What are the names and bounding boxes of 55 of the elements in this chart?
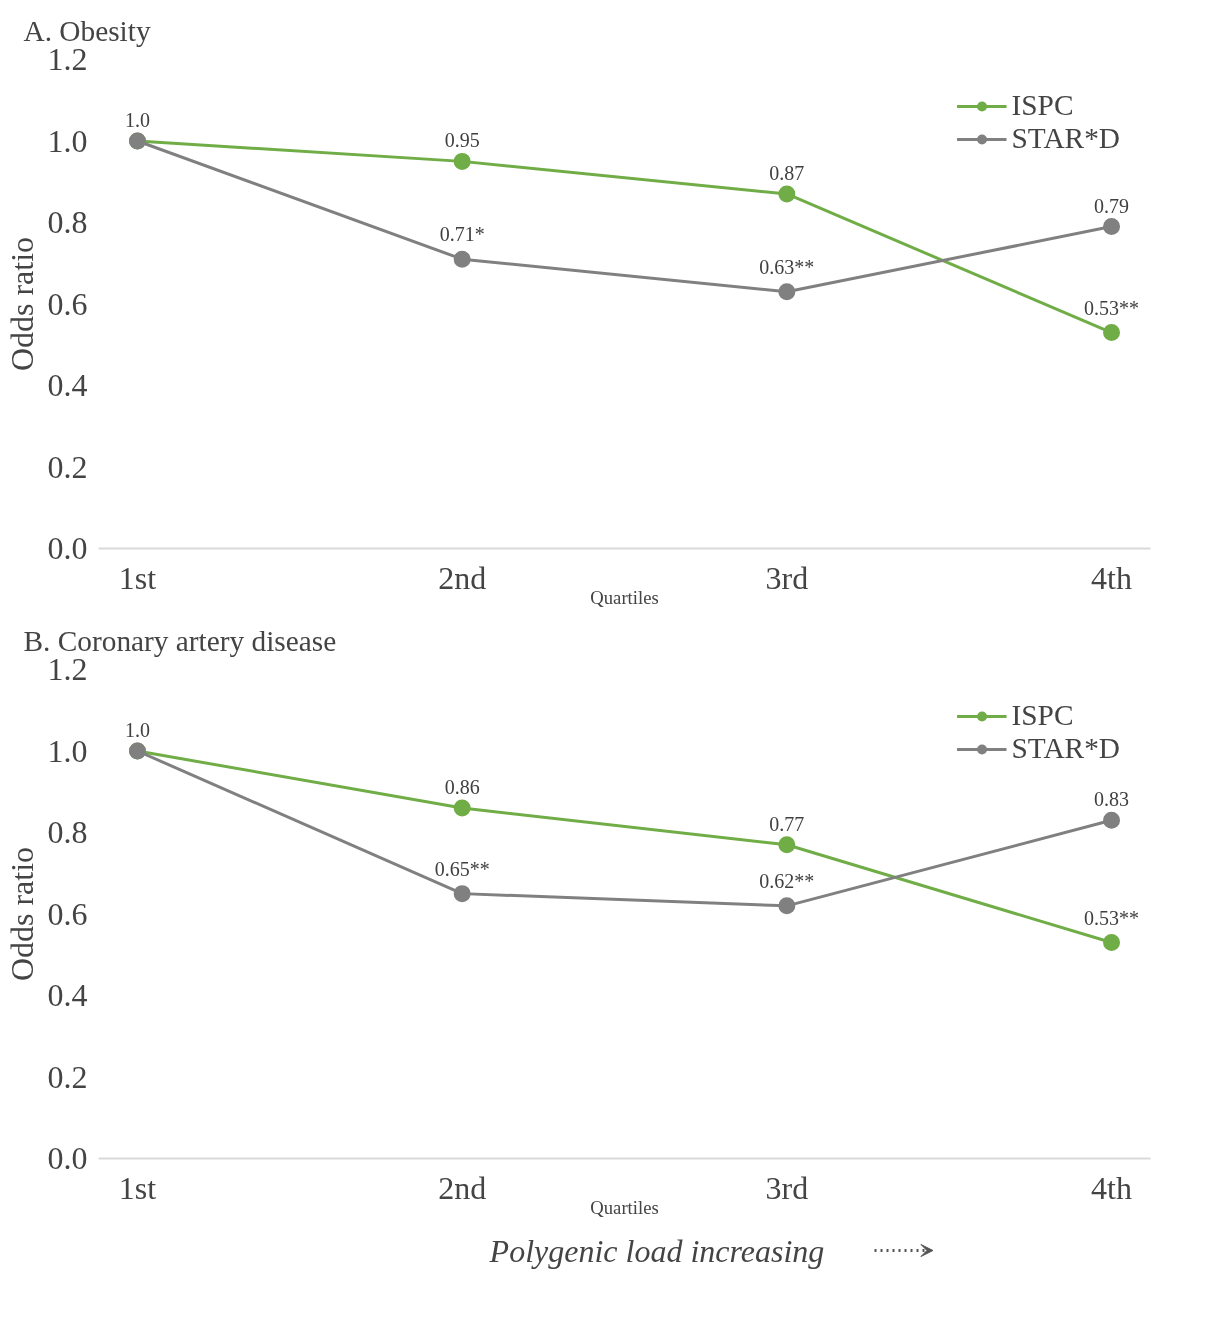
data-label: 0.86 — [444, 776, 480, 799]
point — [453, 152, 471, 170]
point — [778, 897, 796, 915]
data-label: 1.0 — [124, 109, 150, 131]
data-label: 0.53** — [1084, 906, 1140, 929]
y-tick-label: 0.2 — [47, 1058, 88, 1095]
data-label: 0.77 — [769, 812, 805, 835]
point — [778, 283, 796, 301]
x-tick-label: 2nd — [438, 1169, 487, 1206]
text: Polygenic load increasing — [488, 1232, 825, 1269]
y-tick-label: 0.8 — [47, 204, 88, 240]
data-label: 0.53** — [1084, 296, 1140, 319]
y-tick-label: 0.6 — [47, 895, 88, 932]
point — [1103, 934, 1121, 952]
x-axis-title: Quartiles — [590, 586, 659, 608]
data-label: 0.87 — [769, 161, 805, 184]
legend-label: STAR*D — [1011, 732, 1120, 765]
y-tick-label: 1.0 — [47, 732, 88, 769]
point — [1103, 811, 1121, 829]
x-tick-label: 3rd — [765, 1169, 809, 1206]
x-tick-label: 2nd — [438, 559, 487, 596]
x-tick-label: 4th — [1091, 559, 1132, 596]
legend-label: ISPC — [1011, 89, 1074, 122]
point — [453, 250, 471, 268]
x-tick-label: 3rd — [765, 559, 809, 596]
data-label: 0.79 — [1094, 194, 1130, 217]
y-tick-label: 0.4 — [47, 977, 88, 1013]
y-axis-title: Odds ratio — [3, 236, 40, 372]
data-label: 1.0 — [124, 719, 150, 741]
point — [1103, 218, 1121, 236]
point — [778, 185, 796, 203]
x-axis-title: Quartiles — [590, 1196, 659, 1218]
data-label: 0.63** — [759, 255, 815, 278]
data-label: 0.95 — [444, 129, 480, 152]
point — [778, 836, 796, 854]
point — [453, 799, 471, 817]
x-tick-label: 4th — [1091, 1169, 1132, 1206]
data-label: 0.83 — [1094, 788, 1130, 811]
y-tick-label: 0.0 — [47, 1140, 88, 1176]
y-tick-label: 0.8 — [47, 814, 88, 850]
legend-label: STAR*D — [1011, 122, 1120, 155]
y-tick-label: 1.0 — [47, 122, 88, 159]
y-axis-title: Odds ratio — [3, 846, 40, 982]
point — [453, 885, 471, 903]
y-tick-label: 0.0 — [47, 530, 88, 566]
x-tick-label: 1st — [118, 1169, 157, 1206]
y-tick-label: 0.4 — [47, 367, 88, 403]
y-tick-label: 0.2 — [47, 448, 88, 485]
y-tick-label: 0.6 — [47, 285, 88, 322]
data-label: 0.65** — [434, 857, 490, 880]
data-label: 0.71* — [439, 223, 485, 246]
legend-label: ISPC — [1011, 699, 1074, 732]
point — [1103, 324, 1121, 342]
x-tick-label: 1st — [118, 559, 157, 596]
data-label: 0.62** — [759, 869, 815, 892]
